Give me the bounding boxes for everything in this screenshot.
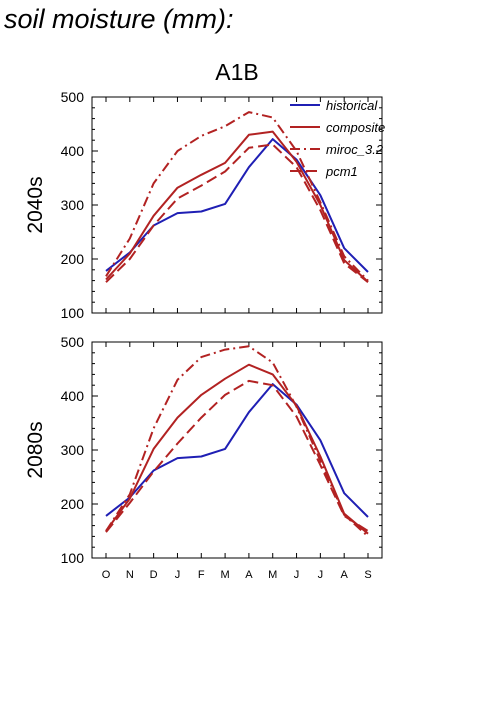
panel-label: 2040s [24, 176, 47, 233]
x-tick-label: J [294, 569, 300, 581]
legend-label-composite: composite [326, 120, 385, 135]
series-line-pcm1 [105, 379, 369, 533]
x-tick-label: A [245, 569, 253, 581]
figure-title: soil moisture (mm): [4, 4, 234, 34]
series-line-composite [105, 130, 369, 283]
series-line-composite [105, 363, 369, 535]
y-tick-label: 100 [61, 305, 85, 321]
y-tick-label: 400 [61, 143, 85, 159]
legend-label-pcm1: pcm1 [325, 164, 358, 179]
legend-label-historical: historical [326, 98, 378, 113]
series-line-historical [105, 383, 369, 518]
legend-label-miroc_3.2: miroc_3.2 [326, 142, 384, 157]
x-tick-label: M [221, 569, 230, 581]
chart-title: A1B [215, 59, 258, 85]
y-tick-label: 200 [61, 251, 85, 267]
x-tick-label: M [268, 569, 277, 581]
chart-panels: 100 200 300 400 500 2040s historical composite m… [24, 89, 385, 581]
x-tick-label: S [364, 569, 371, 581]
x-tick-label: J [175, 569, 181, 581]
y-tick-label: 500 [61, 334, 85, 350]
panel-2080s: 100 200 300 400 500 O N D J F M A M J J A S 2080s [24, 334, 383, 581]
panel-frame [91, 341, 383, 559]
y-tick-label: 400 [61, 388, 85, 404]
panel-2040s: 100 200 300 400 500 2040s historical composite m… [24, 89, 385, 321]
legend: historical composite miroc_3.2 pcm1 [290, 98, 385, 179]
y-tick-label: 300 [61, 442, 85, 458]
series-line-pcm1 [105, 143, 369, 283]
x-tick-label: A [341, 569, 349, 581]
y-tick-label: 200 [61, 496, 85, 512]
panel-label: 2080s [24, 421, 47, 478]
x-tick-label: O [102, 569, 111, 581]
x-tick-label: N [126, 569, 134, 581]
y-tick-label: 500 [61, 89, 85, 105]
x-tick-label: J [318, 569, 324, 581]
x-tick-label: F [198, 569, 205, 581]
x-tick-label: D [150, 569, 158, 581]
series-line-miroc_3.2 [105, 111, 369, 282]
y-tick-label: 100 [61, 550, 85, 566]
y-tick-label: 300 [61, 197, 85, 213]
series-line-miroc_3.2 [105, 345, 369, 538]
